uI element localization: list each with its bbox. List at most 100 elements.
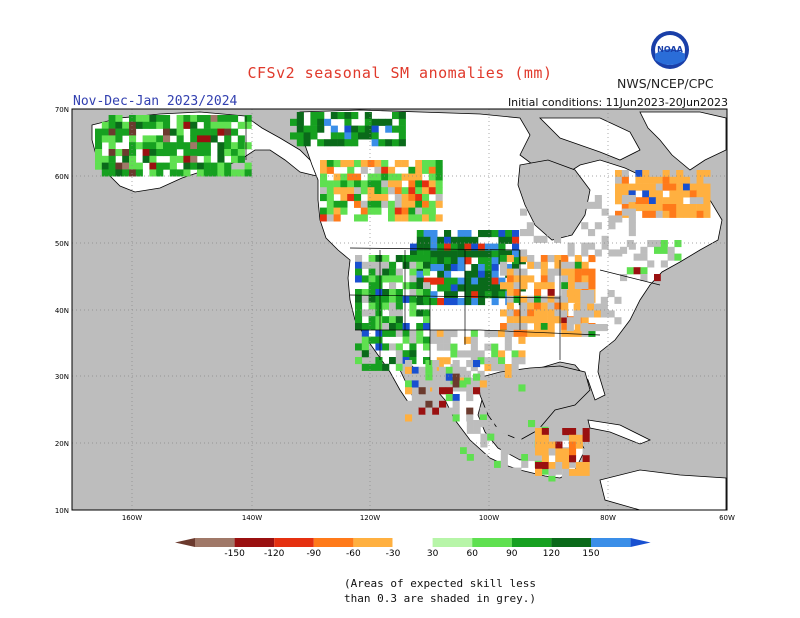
anomaly-cell bbox=[361, 323, 369, 331]
anomaly-cell bbox=[506, 268, 514, 276]
anomaly-cell bbox=[237, 155, 245, 163]
lat-label: 50N bbox=[55, 240, 69, 248]
anomaly-cell bbox=[142, 135, 150, 143]
anomaly-cell bbox=[115, 149, 123, 157]
anomaly-cell bbox=[484, 284, 492, 292]
anomaly-cell bbox=[355, 275, 363, 283]
anomaly-cell bbox=[409, 357, 417, 365]
anomaly-cell bbox=[408, 194, 416, 202]
anomaly-cell bbox=[500, 255, 508, 263]
anomaly-cell bbox=[480, 433, 488, 441]
anomaly-cell bbox=[567, 215, 575, 223]
anomaly-cell bbox=[464, 336, 472, 344]
anomaly-cell bbox=[367, 180, 375, 188]
anomaly-cell bbox=[101, 169, 109, 177]
anomaly-cell bbox=[568, 295, 576, 303]
anomaly-cell bbox=[444, 236, 452, 244]
anomaly-cell bbox=[169, 169, 177, 177]
anomaly-cell bbox=[547, 222, 555, 230]
anomaly-cell bbox=[231, 142, 239, 150]
anomaly-cell bbox=[452, 414, 460, 422]
anomaly-cell bbox=[512, 236, 520, 244]
anomaly-cell bbox=[402, 336, 410, 344]
anomaly-cell bbox=[296, 112, 304, 120]
anomaly-cell bbox=[224, 162, 232, 170]
anomaly-cell bbox=[443, 377, 451, 385]
anomaly-cell bbox=[347, 194, 355, 202]
anomaly-cell bbox=[484, 230, 492, 238]
anomaly-cell bbox=[642, 210, 650, 218]
anomaly-cell bbox=[548, 433, 556, 441]
anomaly-cell bbox=[163, 162, 171, 170]
legend-label: -30 bbox=[386, 549, 401, 559]
anomaly-cell bbox=[647, 240, 655, 248]
anomaly-cell bbox=[479, 414, 487, 422]
anomaly-cell bbox=[506, 255, 514, 263]
anomaly-cell bbox=[534, 323, 542, 331]
anomaly-cell bbox=[470, 377, 478, 385]
anomaly-cell bbox=[163, 115, 171, 123]
anomaly-cell bbox=[452, 380, 460, 388]
anomaly-cell bbox=[388, 173, 396, 181]
anomaly-cell bbox=[443, 336, 451, 344]
anomaly-cell bbox=[457, 298, 465, 306]
anomaly-cell bbox=[428, 160, 436, 168]
anomaly-cell bbox=[368, 302, 376, 310]
anomaly-cell bbox=[410, 243, 418, 251]
anomaly-cell bbox=[197, 142, 205, 150]
anomaly-cell bbox=[375, 336, 383, 344]
anomaly-cell bbox=[337, 112, 345, 120]
anomaly-cell bbox=[487, 420, 495, 428]
legend-label: -120 bbox=[264, 549, 285, 559]
anomaly-cell bbox=[408, 207, 416, 215]
anomaly-cell bbox=[401, 214, 409, 222]
anomaly-cell bbox=[443, 343, 451, 351]
color-legend: -150 -120 -90 -60 -30 30 60 90 120 150 bbox=[175, 537, 651, 559]
anomaly-cell bbox=[375, 329, 383, 337]
anomaly-cell bbox=[320, 180, 328, 188]
anomaly-cell bbox=[183, 155, 191, 163]
anomaly-cell bbox=[237, 135, 245, 143]
anomaly-cell bbox=[505, 264, 513, 272]
anomaly-cell bbox=[518, 350, 526, 358]
anomaly-cell bbox=[457, 236, 465, 244]
anomaly-cell bbox=[423, 230, 431, 238]
anomaly-cell bbox=[478, 277, 486, 285]
anomaly-cell bbox=[416, 270, 424, 278]
anomaly-cell bbox=[471, 243, 479, 251]
anomaly-cell bbox=[351, 139, 359, 147]
anomaly-cell bbox=[622, 208, 630, 216]
anomaly-cell bbox=[344, 112, 352, 120]
anomaly-cell bbox=[409, 268, 417, 276]
anomaly-cell bbox=[129, 128, 137, 136]
anomaly-cell bbox=[244, 142, 252, 150]
anomaly-cell bbox=[547, 323, 555, 331]
anomaly-cell bbox=[443, 357, 451, 365]
anomaly-cell bbox=[231, 155, 239, 163]
anomaly-cell bbox=[500, 426, 508, 434]
anomaly-cell bbox=[615, 190, 623, 198]
anomaly-cell bbox=[649, 176, 657, 184]
anomaly-cell bbox=[351, 125, 359, 133]
anomaly-cell bbox=[642, 176, 650, 184]
anomaly-cell bbox=[547, 289, 555, 297]
anomaly-cell bbox=[395, 363, 403, 371]
anomaly-cell bbox=[115, 162, 123, 170]
anomaly-cell bbox=[560, 310, 568, 318]
anomaly-cell bbox=[303, 132, 311, 140]
anomaly-cell bbox=[351, 132, 359, 140]
anomaly-cell bbox=[416, 236, 424, 244]
anomaly-cell bbox=[418, 387, 426, 395]
anomaly-cell bbox=[224, 135, 232, 143]
anomaly-cell bbox=[520, 249, 528, 257]
anomaly-cell bbox=[500, 420, 508, 428]
anomaly-cell bbox=[389, 268, 397, 276]
anomaly-cell bbox=[382, 329, 390, 337]
anomaly-cell bbox=[628, 195, 636, 203]
anomaly-cell bbox=[473, 460, 481, 468]
anomaly-cell bbox=[108, 115, 116, 123]
anomaly-cell bbox=[435, 160, 443, 168]
anomaly-cell bbox=[498, 350, 506, 358]
anomaly-cell bbox=[203, 135, 211, 143]
anomaly-cell bbox=[435, 173, 443, 181]
